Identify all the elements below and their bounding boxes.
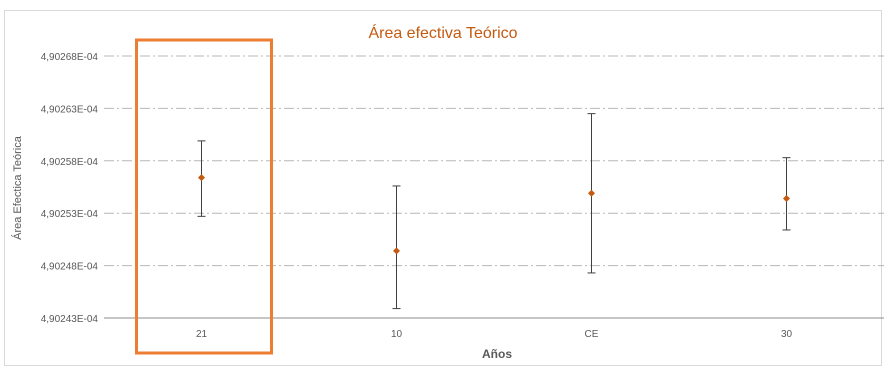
y-tick-label: 4,90258E-04 (41, 157, 99, 168)
error-bars (197, 113, 791, 310)
y-tick-label: 4,90253E-04 (41, 209, 99, 220)
y-axis-ticks: 4,90243E-04 4,90248E-04 4,90253E-04 4,90258… (41, 52, 99, 325)
data-markers (198, 174, 790, 255)
x-axis-label: Años (482, 347, 512, 361)
x-tick-label: 21 (196, 329, 208, 340)
chart-frame (4, 10, 882, 366)
y-axis-label: Área Efectica Teórica (11, 135, 24, 240)
data-point (588, 189, 595, 197)
y-tick-label: 4,90263E-04 (41, 104, 99, 115)
chart-title: Área efectiva Teórico (368, 23, 517, 42)
data-point (783, 195, 790, 203)
highlight-box (135, 38, 273, 355)
x-tick-label: CE (585, 329, 599, 340)
y-tick-label: 4,90243E-04 (41, 314, 99, 325)
gridlines (104, 55, 884, 267)
data-point (393, 247, 400, 255)
data-point (198, 174, 205, 182)
y-tick-label: 4,90268E-04 (41, 52, 99, 63)
y-tick-label: 4,90248E-04 (41, 262, 99, 273)
x-tick-label: 30 (781, 329, 793, 340)
x-tick-label: 10 (391, 329, 403, 340)
x-axis-ticks: 21 10 CE 30 (196, 329, 793, 340)
